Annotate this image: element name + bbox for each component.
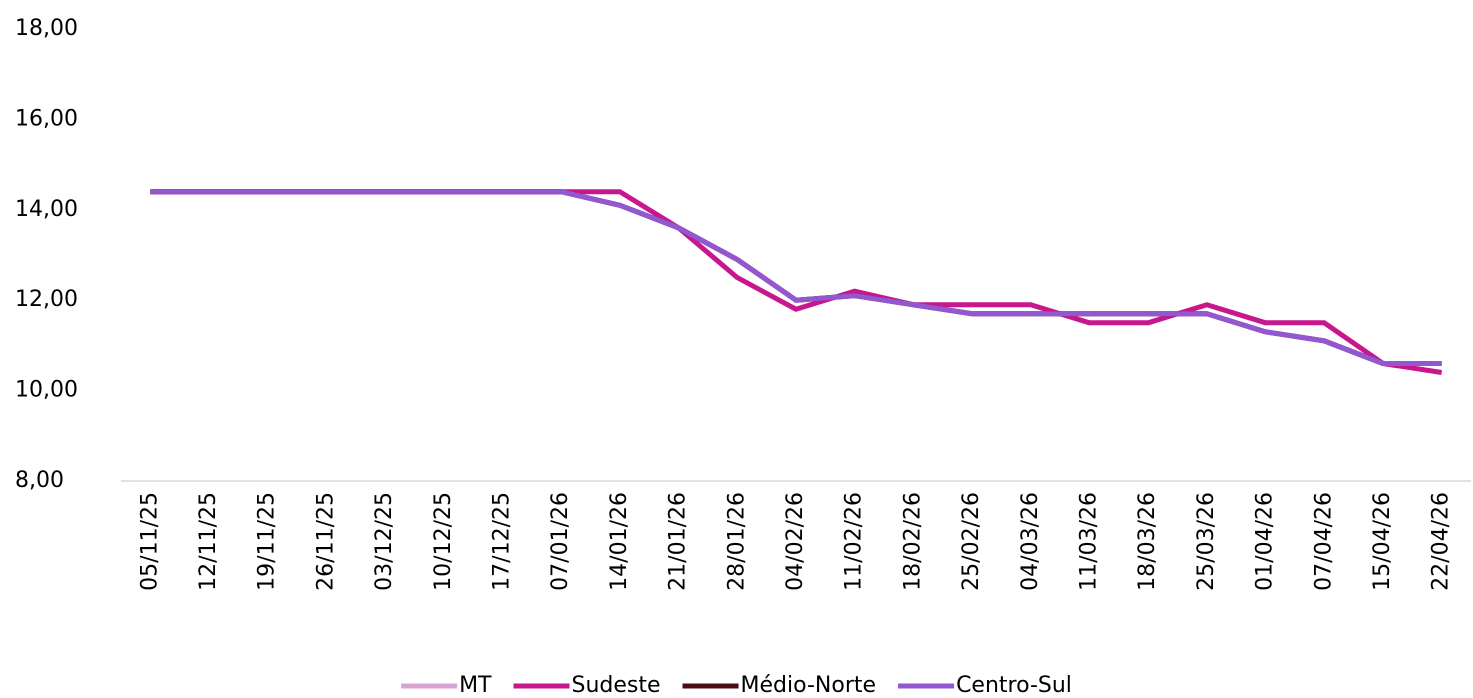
x-tick-label: 03/12/25 (372, 492, 397, 591)
x-tick-label: 25/03/26 (1194, 492, 1219, 591)
legend-label: Sudeste (572, 673, 661, 698)
legend-label: MT (459, 673, 492, 698)
x-tick-label: 10/12/25 (431, 492, 456, 591)
x-tick-label: 11/03/26 (1076, 492, 1101, 591)
y-tick-label: 12,00 (15, 287, 78, 312)
x-tick-label: 18/03/26 (1135, 492, 1160, 591)
x-tick-label: 05/11/25 (137, 492, 162, 591)
y-tick-label: 18,00 (15, 16, 78, 41)
x-tick-label: 18/02/26 (900, 492, 925, 591)
x-tick-label: 11/02/26 (842, 492, 867, 591)
y-tick-label: 10,00 (15, 378, 78, 403)
legend-label: Médio-Norte (741, 673, 877, 698)
x-tick-label: 04/02/26 (783, 492, 808, 591)
x-tick-label: 28/01/26 (724, 492, 749, 591)
x-tick-label: 17/12/25 (490, 492, 515, 591)
series-line (150, 189, 1443, 375)
x-tick-label: 15/04/26 (1370, 492, 1395, 591)
x-tick-label: 07/04/26 (1311, 492, 1336, 591)
legend-label: Centro-Sul (956, 673, 1072, 698)
x-tick-label: 07/01/26 (548, 492, 573, 591)
y-tick-label: 16,00 (15, 106, 78, 131)
x-tick-label: 22/04/26 (1429, 492, 1454, 591)
x-tick-label: 26/11/25 (313, 492, 338, 591)
x-tick-label: 25/02/26 (959, 492, 984, 591)
x-tick-label: 19/11/25 (255, 492, 280, 591)
x-tick-label: 12/11/25 (196, 492, 221, 591)
y-tick-label: 8,00 (15, 468, 64, 493)
series-line (150, 189, 1442, 366)
y-tick-label: 14,00 (15, 197, 78, 222)
x-tick-label: 04/03/26 (1018, 492, 1043, 591)
x-tick-label: 01/04/26 (1253, 492, 1278, 591)
x-tick-label: 21/01/26 (666, 492, 691, 591)
x-tick-label: 14/01/26 (607, 492, 632, 591)
series-line (150, 189, 1442, 366)
series-line (150, 189, 1442, 366)
